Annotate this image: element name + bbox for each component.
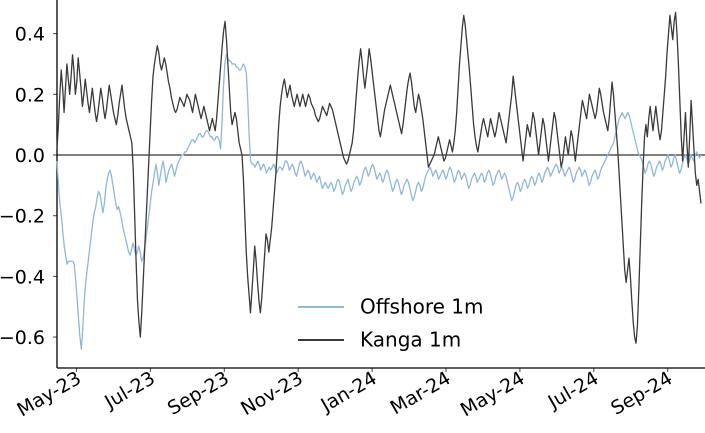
- x-tick-label: Jul-24: [544, 367, 603, 414]
- y-tick-label: 0.2: [15, 84, 45, 106]
- y-tick-labels: 0.4 0.2 0.0 −0.2 −0.4 −0.6: [0, 24, 45, 350]
- legend-label-kanga-1m: Kanga 1m: [360, 328, 461, 352]
- legend-label-offshore-1m: Offshore 1m: [360, 295, 484, 319]
- x-tick-label: Jan-24: [316, 367, 380, 417]
- x-tick-label: Jul-23: [100, 367, 159, 414]
- series-line-offshore-1m: [56, 54, 702, 350]
- y-tick-label: −0.4: [0, 266, 45, 288]
- series-line-kanga-1m: [56, 11, 702, 344]
- y-tick-label: 0.0: [15, 145, 45, 167]
- x-tick-label: Nov-23: [237, 367, 307, 420]
- x-tick-label: Mar-24: [387, 367, 455, 419]
- series-lines: [56, 11, 702, 350]
- y-tick-label: −0.6: [0, 327, 45, 349]
- x-tick-label: Sep-24: [607, 367, 676, 419]
- y-tick-marks: [53, 33, 57, 338]
- x-tick-label: May-24: [457, 367, 529, 421]
- y-tick-label: 0.4: [15, 24, 45, 46]
- x-tick-marks: [75, 368, 669, 372]
- chart-legend: Offshore 1m Kanga 1m: [298, 295, 484, 352]
- x-tick-label: May-23: [13, 367, 85, 421]
- x-tick-labels: May-23 Jul-23 Sep-23 Nov-23 Jan-24 Mar-24 May-…: [13, 367, 676, 421]
- x-tick-label: Sep-23: [164, 367, 233, 419]
- y-tick-label: −0.2: [0, 206, 45, 228]
